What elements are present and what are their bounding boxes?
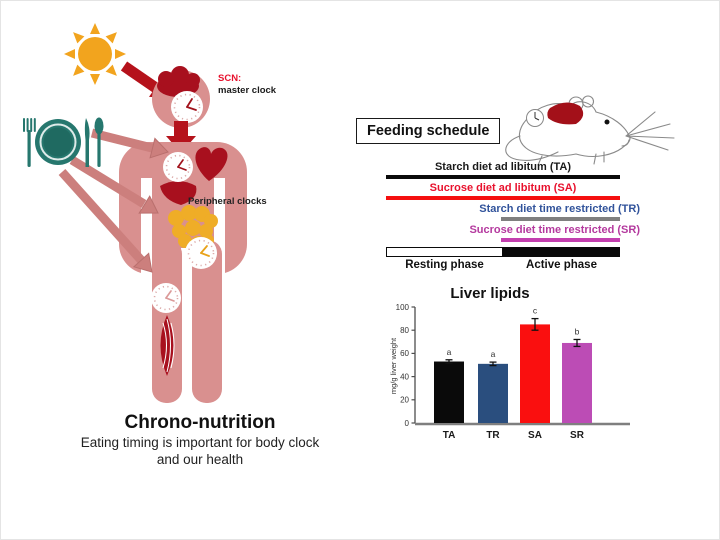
x-category-label: SR (570, 430, 585, 441)
gut-clock-icon (185, 237, 217, 269)
active-phase-label: Active phase (526, 259, 597, 271)
sun-icon (64, 23, 126, 85)
liver-lipids-chart: Liver lipids mg/g liver weight 0 20 40 60 80 10… (389, 285, 630, 441)
feeding-row: Starch diet ad libitum (TA) (386, 160, 620, 179)
mouse-icon (505, 95, 675, 166)
caption-block: Chrono-nutrition Eating timing is import… (30, 411, 370, 468)
feeding-row-track (386, 196, 620, 200)
feeding-row-track (386, 238, 620, 242)
body-silhouette (119, 142, 247, 403)
phase-labels: Resting phase Active phase (386, 259, 620, 271)
brain-icon (157, 66, 200, 97)
sig-letter: c (533, 306, 538, 316)
scn-label: SCN: (218, 73, 242, 84)
y-tick-label: 60 (400, 349, 409, 358)
feeding-row-label: Starch diet time restricted (TR) (479, 203, 640, 215)
caption-title: Chrono-nutrition (124, 412, 276, 433)
feeding-row-bar (500, 217, 620, 221)
y-tick-label: 80 (400, 326, 409, 335)
y-tick-label: 100 (396, 303, 410, 312)
feeding-row-label: Sucrose diet time restricted (SR) (469, 224, 640, 236)
liver-icon (160, 181, 197, 205)
x-category-label: SA (528, 430, 542, 441)
feeding-row-bar (386, 196, 620, 200)
mouse-liver-icon (547, 102, 584, 125)
heart-icon (195, 147, 228, 181)
active-phase-segment (503, 247, 620, 257)
master-clock-label: master clock (218, 85, 277, 96)
sig-letter: a (447, 347, 452, 357)
chart-title: Liver lipids (450, 285, 529, 302)
feeding-row-track (386, 175, 620, 179)
sig-letter: a (491, 349, 496, 359)
feeding-row-label: Starch diet ad libitum (TA) (434, 161, 572, 173)
feeding-schedule-title-box: Feeding schedule (356, 118, 501, 144)
x-category-label: TR (486, 430, 500, 441)
feeding-row-track (386, 217, 620, 221)
y-tick-label: 20 (400, 396, 409, 405)
peripheral-clocks-label: Peripheral clocks (188, 196, 267, 207)
feeding-row: Starch diet time restricted (TR) (386, 202, 640, 221)
y-tick-label: 40 (400, 372, 409, 381)
resting-phase-segment (386, 247, 503, 257)
y-axis-label: mg/g liver weight (389, 337, 398, 394)
feeding-row: Sucrose diet time restricted (SR) (386, 223, 640, 242)
chart-bar-sa (520, 324, 550, 423)
feeding-row-label: Sucrose diet ad libitum (SA) (429, 182, 577, 194)
caption-subtitle-line2: and our health (156, 452, 244, 467)
feeding-row: Sucrose diet ad libitum (SA) (386, 181, 620, 200)
heart-clock-icon (163, 152, 193, 182)
food-arrow-icons (58, 128, 169, 273)
resting-phase-label: Resting phase (405, 259, 484, 271)
y-tick-label: 0 (405, 419, 410, 428)
muscle-icon (160, 315, 175, 376)
caption-subtitle-line1: Eating timing is important for body cloc… (80, 435, 320, 450)
scn-clock-icon (171, 91, 203, 123)
feeding-schedule-rows: Starch diet ad libitum (TA) Sucrose diet … (386, 160, 640, 244)
chart-bar-tr (478, 363, 508, 423)
chrono-nutrition-illustration (23, 23, 247, 403)
phase-bar (386, 247, 620, 257)
x-category-label: TA (443, 430, 456, 441)
chart-bar-sr (562, 342, 592, 423)
mouse-clock-icon (526, 109, 544, 127)
chart-bar-ta (434, 361, 464, 423)
sig-letter: b (575, 326, 580, 336)
meal-plate-icon (23, 117, 104, 167)
feeding-row-bar (500, 238, 620, 242)
muscle-clock-icon (151, 283, 181, 313)
feeding-row-bar (386, 175, 620, 179)
